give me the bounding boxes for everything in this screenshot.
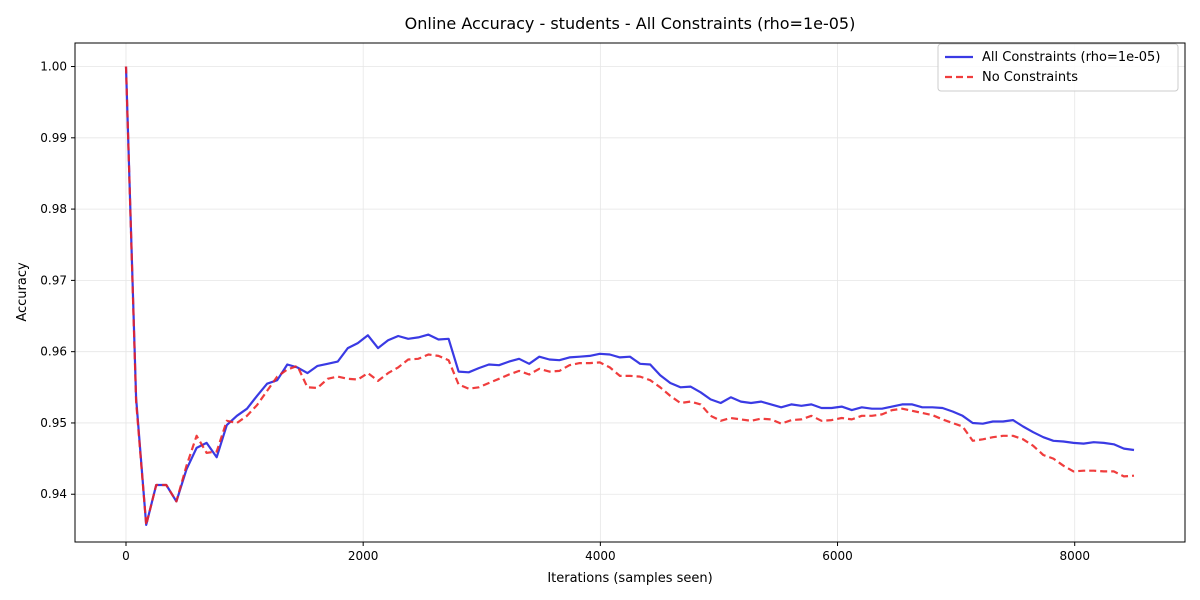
x-tick-label: 4000 xyxy=(585,549,616,563)
plot-frame xyxy=(74,42,1186,543)
y-tick-label: 0.98 xyxy=(40,202,67,216)
y-tick-label: 0.95 xyxy=(40,416,67,430)
legend-label: All Constraints (rho=1e-05) xyxy=(982,50,1160,65)
x-tick-label: 2000 xyxy=(348,549,379,563)
axis-ticks: 0 2000 4000 6000 8000 0.94 0.95 0.96 0.97 0.98 0.9… xyxy=(40,60,1090,563)
y-tick-label: 0.99 xyxy=(40,131,67,145)
x-tick-label: 0 xyxy=(122,549,130,563)
legend-label: No Constraints xyxy=(982,70,1078,85)
legend: All Constraints (rho=1e-05) No Constraint… xyxy=(937,43,1179,92)
x-axis-label: Iterations (samples seen) xyxy=(547,571,712,586)
y-tick-label: 0.96 xyxy=(40,345,67,359)
chart-title: Online Accuracy - students - All Constra… xyxy=(405,14,856,33)
grid xyxy=(75,43,1185,542)
x-tick-label: 6000 xyxy=(822,549,853,563)
x-tick-label: 8000 xyxy=(1059,549,1090,563)
series-line-no-constraints xyxy=(124,66,1135,527)
y-tick-label: 1.00 xyxy=(40,60,67,74)
y-axis-label: Accuracy xyxy=(15,262,30,322)
legend-box xyxy=(937,43,1179,92)
series-lines xyxy=(124,66,1135,527)
y-tick-label: 0.94 xyxy=(40,487,67,501)
y-tick-label: 0.97 xyxy=(40,273,67,287)
